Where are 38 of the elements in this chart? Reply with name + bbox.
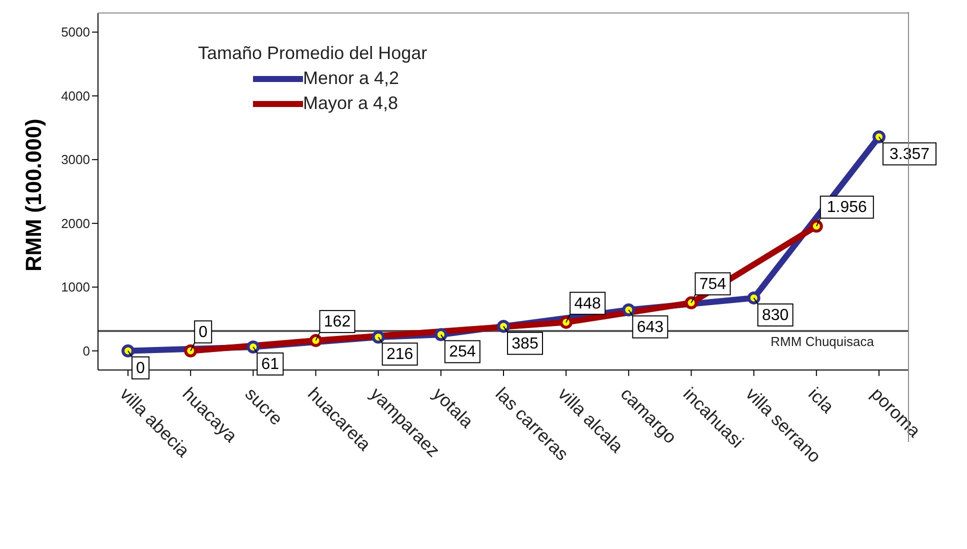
legend-title: Tamaño Promedio del Hogar (198, 43, 428, 64)
data-label: 3.357 (889, 146, 930, 163)
point (497, 320, 510, 333)
legend-label: Menor a 4,2 (303, 68, 400, 89)
y-tick-label: 3000 (61, 152, 90, 168)
point (684, 296, 698, 310)
legend-label: Mayor a 4,8 (303, 93, 398, 114)
y-tick-label: 0 (82, 343, 90, 358)
y-tick-label: 1000 (61, 280, 90, 295)
point (246, 340, 260, 354)
point (872, 130, 886, 144)
data-label: 830 (762, 306, 789, 324)
y-axis-title: RMM (100.000) (20, 118, 46, 272)
data-label: 216 (386, 346, 414, 364)
point (309, 334, 322, 348)
point (184, 344, 198, 358)
y-tick-label: 5000 (61, 24, 90, 40)
point (372, 330, 385, 344)
y-tick-label: 2000 (61, 216, 90, 231)
data-label: 0 (198, 324, 208, 341)
data-label: 643 (636, 318, 664, 336)
data-label: 0 (136, 360, 146, 377)
ref-line-label: RMM Chuquisaca (770, 334, 875, 349)
point (434, 328, 448, 342)
data-label: 1.956 (826, 199, 868, 216)
data-label: 162 (324, 314, 351, 331)
point (122, 344, 134, 358)
data-label: 754 (699, 276, 726, 293)
data-label: 61 (261, 356, 280, 373)
y-tick-label: 4000 (61, 88, 90, 104)
point (560, 316, 573, 329)
point (622, 303, 636, 316)
x-tick-label: icla (804, 384, 838, 418)
data-label: 254 (449, 344, 476, 361)
point (747, 291, 760, 304)
data-label: 385 (512, 335, 538, 352)
point (810, 220, 823, 233)
data-label: 448 (574, 295, 602, 312)
